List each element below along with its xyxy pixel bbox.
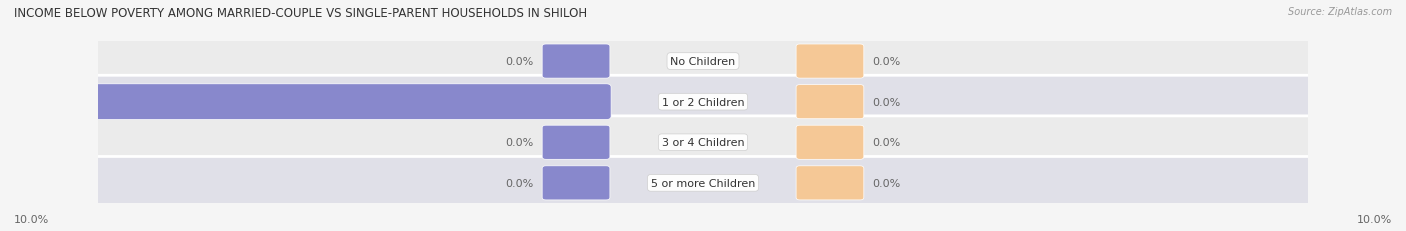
Text: 5 or more Children: 5 or more Children [651,178,755,188]
FancyBboxPatch shape [543,45,610,79]
FancyBboxPatch shape [796,45,863,79]
FancyBboxPatch shape [796,85,863,119]
FancyBboxPatch shape [0,84,612,120]
Text: 0.0%: 0.0% [872,97,900,107]
Text: 10.0%: 10.0% [14,214,49,224]
FancyBboxPatch shape [796,166,863,200]
FancyBboxPatch shape [543,166,610,200]
Text: No Children: No Children [671,57,735,67]
Text: INCOME BELOW POVERTY AMONG MARRIED-COUPLE VS SINGLE-PARENT HOUSEHOLDS IN SHILOH: INCOME BELOW POVERTY AMONG MARRIED-COUPL… [14,7,588,20]
Text: 0.0%: 0.0% [506,57,534,67]
Text: 0.0%: 0.0% [872,138,900,148]
FancyBboxPatch shape [543,126,610,160]
Text: 0.0%: 0.0% [872,57,900,67]
FancyBboxPatch shape [90,116,1316,169]
FancyBboxPatch shape [90,76,1316,128]
Text: 0.0%: 0.0% [872,178,900,188]
FancyBboxPatch shape [90,36,1316,88]
Text: 1 or 2 Children: 1 or 2 Children [662,97,744,107]
Text: 10.0%: 10.0% [1357,214,1392,224]
FancyBboxPatch shape [796,126,863,160]
FancyBboxPatch shape [90,157,1316,209]
Text: 3 or 4 Children: 3 or 4 Children [662,138,744,148]
Text: 0.0%: 0.0% [506,178,534,188]
Text: 0.0%: 0.0% [506,138,534,148]
Text: Source: ZipAtlas.com: Source: ZipAtlas.com [1288,7,1392,17]
